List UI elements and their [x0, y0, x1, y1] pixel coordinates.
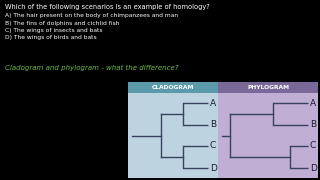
- Text: A: A: [210, 99, 216, 108]
- Text: D: D: [210, 164, 217, 173]
- Text: A) The hair present on the body of chimpanzees and man: A) The hair present on the body of chimp…: [5, 13, 178, 18]
- Text: B: B: [310, 120, 316, 129]
- Bar: [128, 82, 218, 178]
- Text: C) The wings of insects and bats: C) The wings of insects and bats: [5, 28, 102, 33]
- Text: Cladogram and phylogram - what the difference?: Cladogram and phylogram - what the diffe…: [5, 65, 179, 71]
- Bar: [218, 82, 318, 93]
- Text: PHYLOGRAM: PHYLOGRAM: [247, 85, 289, 90]
- Text: B: B: [210, 120, 216, 129]
- Text: Which of the following scenarios is an example of homology?: Which of the following scenarios is an e…: [5, 4, 210, 10]
- Text: CLADOGRAM: CLADOGRAM: [152, 85, 194, 90]
- Bar: [218, 82, 318, 178]
- Text: D: D: [310, 164, 317, 173]
- Text: C: C: [210, 141, 216, 150]
- Bar: [128, 82, 218, 93]
- Text: A: A: [310, 99, 316, 108]
- Text: D) The wings of birds and bats: D) The wings of birds and bats: [5, 35, 97, 40]
- Text: B) The fins of dolphins and cichlid fish: B) The fins of dolphins and cichlid fish: [5, 21, 119, 26]
- Text: C: C: [310, 141, 316, 150]
